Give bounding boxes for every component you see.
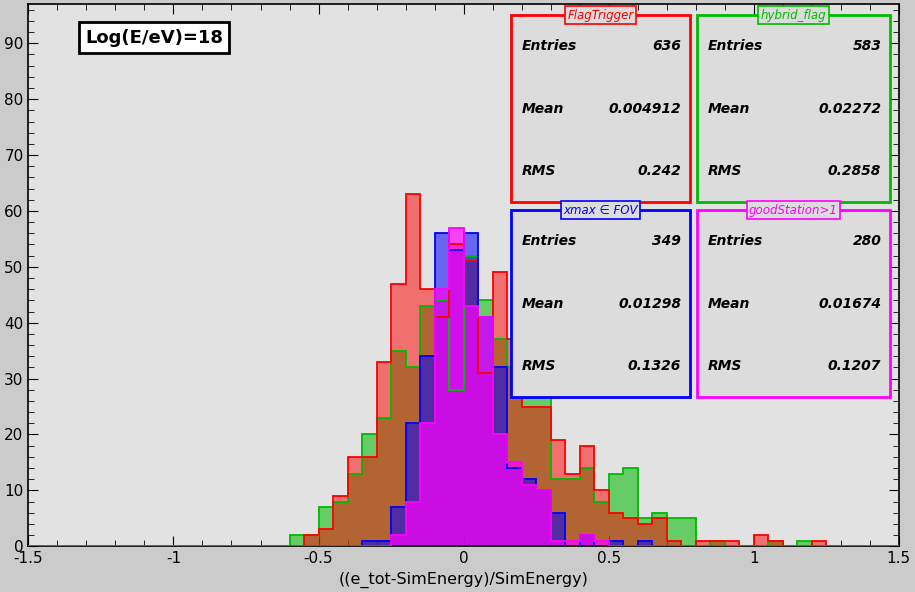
Text: 0.242: 0.242	[638, 164, 681, 178]
Text: 0.1326: 0.1326	[628, 359, 681, 373]
Text: 280: 280	[853, 234, 881, 248]
FancyBboxPatch shape	[697, 15, 890, 202]
Text: Entries: Entries	[707, 39, 762, 53]
Text: 0.01298: 0.01298	[619, 297, 681, 311]
Text: FlagTrigger: FlagTrigger	[567, 8, 634, 21]
Text: RMS: RMS	[522, 359, 556, 373]
Text: Entries: Entries	[522, 234, 577, 248]
Text: Mean: Mean	[707, 297, 749, 311]
Text: hybrid_flag: hybrid_flag	[760, 8, 826, 21]
Text: 0.01674: 0.01674	[818, 297, 881, 311]
Text: 0.1207: 0.1207	[828, 359, 881, 373]
Text: Entries: Entries	[522, 39, 577, 53]
Polygon shape	[28, 228, 899, 546]
Text: 0.02272: 0.02272	[818, 101, 881, 115]
Polygon shape	[28, 194, 899, 546]
Text: RMS: RMS	[522, 164, 556, 178]
Text: Mean: Mean	[522, 297, 565, 311]
Text: Mean: Mean	[707, 101, 749, 115]
FancyBboxPatch shape	[511, 210, 690, 397]
Text: 636: 636	[652, 39, 681, 53]
Text: xmax ∈ FOV: xmax ∈ FOV	[564, 204, 638, 217]
Text: 349: 349	[652, 234, 681, 248]
Text: goodStation>1: goodStation>1	[749, 204, 838, 217]
Text: 583: 583	[853, 39, 881, 53]
Text: Mean: Mean	[522, 101, 565, 115]
Polygon shape	[28, 233, 899, 546]
Text: RMS: RMS	[707, 164, 742, 178]
Polygon shape	[28, 256, 899, 546]
Text: Log(E/eV)=18: Log(E/eV)=18	[85, 28, 223, 47]
X-axis label: ((e_tot-SimEnergy)/SimEnergy): ((e_tot-SimEnergy)/SimEnergy)	[339, 572, 588, 588]
Text: 0.2858: 0.2858	[828, 164, 881, 178]
FancyBboxPatch shape	[511, 15, 690, 202]
Text: 0.004912: 0.004912	[608, 101, 681, 115]
Text: RMS: RMS	[707, 359, 742, 373]
Text: Entries: Entries	[707, 234, 762, 248]
FancyBboxPatch shape	[697, 210, 890, 397]
